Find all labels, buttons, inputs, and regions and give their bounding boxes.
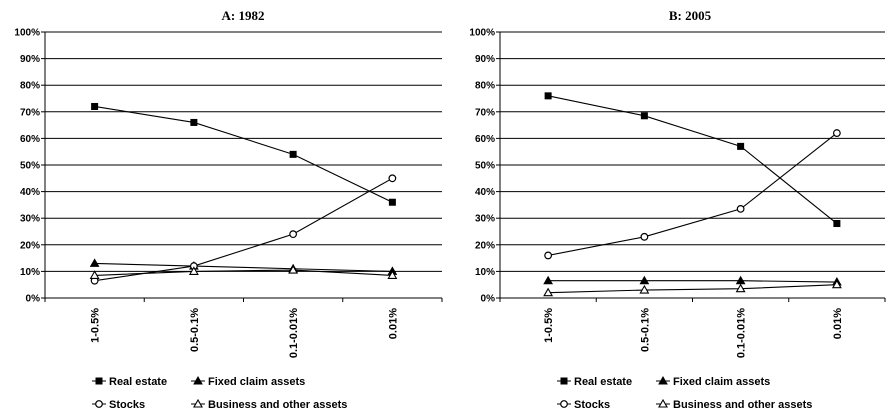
data-point (543, 275, 553, 285)
legend-marker (95, 400, 103, 408)
data-point (833, 220, 841, 228)
series-line (548, 280, 837, 283)
y-tick-label: 0% (481, 294, 496, 305)
series-line (94, 262, 393, 272)
y-tick-label: 50% (20, 161, 40, 172)
series-line (94, 177, 393, 282)
x-tick-label: 0.5-0.1% (639, 308, 651, 352)
legend-label: Real estate (574, 376, 632, 388)
y-tick-label: 40% (20, 187, 40, 198)
legend-marker (560, 377, 568, 385)
data-point (288, 264, 299, 274)
data-point (737, 142, 745, 150)
legend-marker (193, 398, 203, 408)
x-tick-label: 0.1-0.01% (288, 308, 300, 358)
legend-marker (193, 375, 203, 385)
y-tick-label: 100% (469, 28, 495, 39)
y-tick-label: 60% (20, 134, 40, 145)
y-tick-label: 20% (20, 240, 40, 251)
y-tick-label: 10% (20, 267, 40, 278)
y-tick-label: 70% (475, 107, 495, 118)
x-tick-label: 1-0.5% (90, 308, 102, 343)
chart-title: B: 2005 (669, 8, 712, 23)
y-tick-label: 50% (475, 161, 495, 172)
y-tick-label: 40% (475, 187, 495, 198)
legend-label: Fixed claim assets (673, 376, 770, 388)
x-tick-label: 0.01% (832, 308, 844, 339)
data-point (639, 275, 650, 285)
y-tick-label: 10% (475, 267, 495, 278)
y-tick-label: 70% (20, 107, 40, 118)
x-tick-label: 1-0.5% (543, 308, 555, 343)
legend-label: Fixed claim assets (208, 376, 305, 388)
legend-label: Stocks (574, 399, 610, 411)
series-line (94, 269, 393, 276)
chart-title: A: 1982 (222, 8, 265, 23)
y-tick-label: 90% (20, 54, 40, 65)
series-line (548, 132, 838, 256)
data-point (640, 232, 649, 241)
y-tick-label: 80% (475, 81, 495, 92)
legend-label: Business and other assets (673, 399, 812, 411)
y-tick-label: 100% (14, 28, 40, 39)
legend-marker (95, 377, 103, 385)
data-point (832, 129, 841, 137)
data-point (388, 198, 396, 206)
data-point (543, 287, 554, 297)
series-line (548, 284, 837, 294)
data-point (544, 251, 553, 260)
data-point (89, 258, 100, 267)
y-tick-label: 60% (475, 134, 495, 145)
y-tick-label: 30% (20, 214, 40, 225)
data-point (639, 284, 650, 294)
y-tick-label: 30% (475, 214, 495, 225)
legend-marker (560, 400, 568, 408)
data-point (289, 230, 298, 239)
data-point (544, 92, 552, 100)
legend-label: Business and other assets (208, 399, 347, 411)
data-point (831, 279, 842, 289)
data-point (640, 112, 648, 120)
data-point (387, 270, 398, 279)
y-tick-label: 0% (26, 294, 41, 305)
data-point (388, 174, 397, 183)
legend-label: Stocks (109, 399, 145, 411)
legend: Real estate Fixed claim assets Stocks Busin… (557, 375, 812, 411)
chart-panel-b: B: 2005 0% 10% 20% 30% 40% 50% 60% 70% 80% 90% 100%… (469, 8, 886, 411)
x-tick-label: 0.01% (387, 308, 399, 339)
y-tick-label: 80% (20, 81, 40, 92)
data-point (188, 266, 199, 275)
legend-label: Real estate (109, 376, 167, 388)
y-tick-label: 90% (475, 54, 495, 65)
legend: Real estate Fixed claim assets Stocks Busin… (92, 375, 347, 411)
data-point (89, 270, 100, 279)
x-tick-label: 0.5-0.1% (189, 308, 201, 352)
data-point (190, 118, 198, 126)
y-tick-label: 20% (475, 240, 495, 251)
legend-marker (658, 398, 668, 408)
series-line (548, 95, 838, 224)
data-point (289, 150, 297, 158)
chart-panel-a: A: 1982 0% 10% 20% 30% 40% 50% 60% 70% 80% 90% 100%… (14, 8, 443, 411)
x-tick-label: 0.1-0.01% (736, 308, 748, 358)
data-point (736, 204, 745, 213)
legend-marker (658, 375, 668, 385)
series-line (94, 105, 393, 203)
data-point (735, 283, 746, 293)
data-point (91, 102, 99, 110)
